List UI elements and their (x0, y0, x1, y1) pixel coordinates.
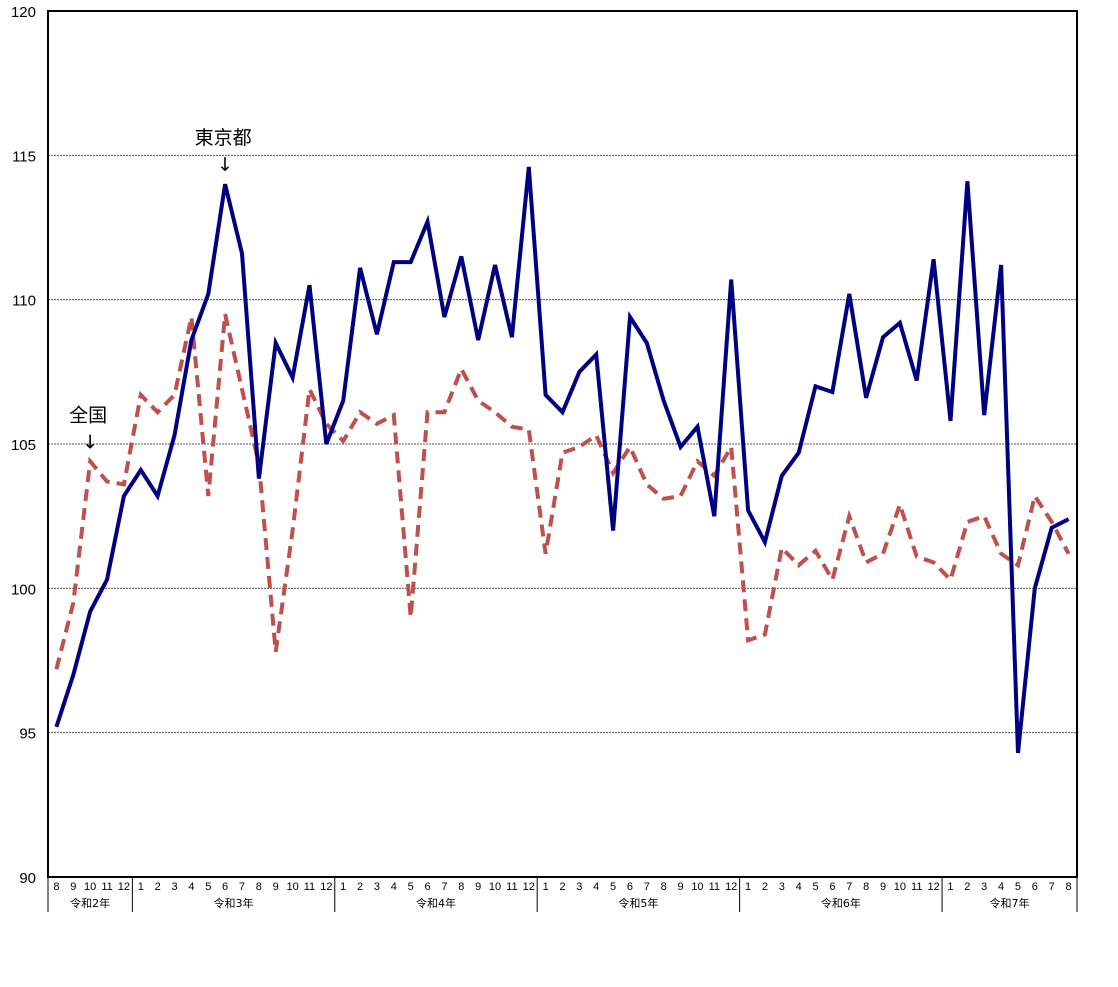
x-tick-month: 8 (1066, 881, 1072, 893)
x-tick-month: 5 (1015, 881, 1021, 893)
x-year-label: 令和4年 (416, 896, 456, 910)
x-tick-month: 5 (205, 881, 211, 893)
x-tick-month: 9 (880, 881, 886, 893)
annotation-label: 東京都 (195, 127, 252, 149)
x-tick-month: 10 (691, 881, 703, 893)
x-tick-month: 6 (222, 881, 228, 893)
x-tick-month: 2 (559, 881, 565, 893)
x-tick-month: 9 (70, 881, 76, 893)
x-tick-month: 7 (239, 881, 245, 893)
x-tick-month: 3 (981, 881, 987, 893)
y-tick-label: 90 (19, 870, 36, 887)
x-tick-month: 2 (762, 881, 768, 893)
x-tick-month: 6 (829, 881, 835, 893)
x-tick-month: 7 (846, 881, 852, 893)
x-tick-month: 6 (424, 881, 430, 893)
x-tick-month: 2 (357, 881, 363, 893)
x-tick-month: 2 (964, 881, 970, 893)
x-tick-month: 5 (610, 881, 616, 893)
x-tick-month: 6 (1032, 881, 1038, 893)
x-tick-month: 8 (53, 881, 59, 893)
x-tick-month: 11 (101, 881, 112, 893)
x-tick-month: 4 (796, 881, 802, 893)
x-tick-month: 8 (458, 881, 464, 893)
series-line-national (54, 313, 1071, 670)
x-tick-month: 3 (171, 881, 177, 893)
x-tick-month: 1 (543, 881, 549, 893)
x-tick-month: 11 (911, 881, 922, 893)
annotation-arrow: ↓ (82, 431, 98, 453)
x-tick-month: 4 (998, 881, 1004, 893)
series-line-tokyo (54, 166, 1070, 754)
x-tick-month: 10 (894, 881, 906, 893)
x-tick-month: 4 (593, 881, 599, 893)
x-tick-month: 12 (927, 881, 939, 893)
x-year-label: 令和7年 (990, 896, 1030, 910)
annotation-label: 全国 (69, 404, 107, 426)
x-tick-month: 12 (118, 881, 130, 893)
y-tick-label: 120 (11, 4, 36, 21)
x-tick-month: 4 (188, 881, 194, 893)
y-tick-label: 115 (12, 148, 36, 165)
x-tick-month: 9 (475, 881, 481, 893)
y-tick-label: 100 (11, 581, 36, 598)
x-year-label: 令和5年 (618, 896, 658, 910)
x-tick-month: 8 (256, 881, 262, 893)
x-tick-month: 10 (84, 881, 96, 893)
x-tick-month: 3 (779, 881, 785, 893)
x-tick-month: 8 (661, 881, 667, 893)
x-year-label: 令和6年 (821, 896, 861, 910)
x-tick-month: 7 (1049, 881, 1055, 893)
x-tick-month: 7 (644, 881, 650, 893)
x-tick-month: 11 (304, 881, 315, 893)
x-year-label: 令和2年 (70, 896, 110, 910)
x-tick-month: 3 (374, 881, 380, 893)
x-tick-month: 1 (745, 881, 751, 893)
x-tick-month: 3 (576, 881, 582, 893)
x-tick-month: 5 (812, 881, 818, 893)
y-tick-label: 110 (12, 293, 36, 310)
plot-frame (47, 10, 1078, 878)
annotations: ↓ 東京都 ↓ 全国 (69, 127, 251, 453)
x-tick-month: 9 (678, 881, 684, 893)
y-tick-label: 95 (19, 726, 36, 743)
x-tick-month: 7 (441, 881, 447, 893)
x-tick-month: 10 (286, 881, 298, 893)
x-tick-month: 2 (155, 881, 161, 893)
x-tick-month: 6 (627, 881, 633, 893)
x-tick-month: 1 (340, 881, 346, 893)
x-tick-month: 5 (408, 881, 414, 893)
annotation-arrow: ↓ (217, 154, 233, 176)
gridlines (48, 154, 1077, 734)
series-lines (54, 166, 1071, 754)
x-year-label: 令和3年 (214, 896, 254, 910)
x-tick-month: 8 (863, 881, 869, 893)
y-axis-ticks: 90 95 100 105 110 115 120 (11, 4, 36, 887)
x-tick-month: 9 (273, 881, 279, 893)
plot-border (47, 10, 1078, 878)
x-tick-month: 12 (725, 881, 737, 893)
x-tick-month: 11 (709, 881, 720, 893)
x-tick-month: 11 (506, 881, 517, 893)
x-tick-month: 12 (320, 881, 332, 893)
x-tick-month: 1 (947, 881, 953, 893)
x-tick-month: 1 (138, 881, 144, 893)
y-tick-label: 105 (11, 437, 36, 454)
x-tick-month: 10 (489, 881, 501, 893)
x-tick-month: 4 (391, 881, 397, 893)
x-tick-month: 12 (523, 881, 535, 893)
